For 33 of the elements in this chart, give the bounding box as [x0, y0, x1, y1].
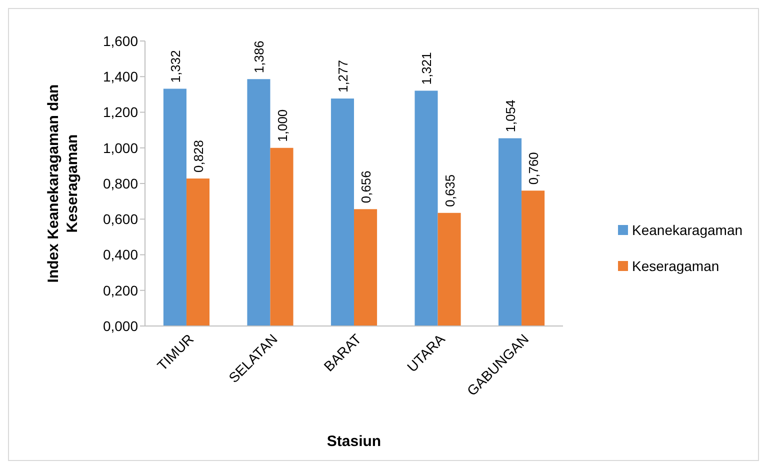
data-label: 1,277 — [335, 60, 350, 93]
legend-label: Keanekaragaman — [632, 222, 743, 238]
y-tick-label: 0,600 — [102, 211, 138, 228]
y-tick-label: 0,000 — [102, 318, 138, 334]
data-label: 1,000 — [274, 109, 290, 142]
data-label: 0,656 — [358, 170, 374, 204]
data-label: 0,760 — [526, 152, 542, 185]
y-tick-label: 0,400 — [102, 246, 138, 263]
bar — [163, 88, 186, 326]
x-axis-title: Stasiun — [326, 433, 382, 450]
data-label: 1,386 — [252, 40, 267, 74]
data-label: 1,321 — [419, 52, 434, 85]
bar — [247, 79, 270, 326]
y-tick-label: 1,600 — [102, 32, 138, 49]
data-label: 0,828 — [190, 140, 206, 173]
y-tick-label: 0,200 — [102, 282, 138, 298]
bar — [270, 148, 294, 326]
y-axis-title: Index Keanekaragaman dan Keseragaman — [45, 84, 81, 283]
y-tick-label: 0,800 — [102, 175, 138, 192]
y-tick-label: 1,400 — [102, 68, 138, 85]
bar — [522, 190, 545, 326]
legend-label: Keseragaman — [632, 258, 720, 274]
bar — [354, 209, 378, 326]
bar — [414, 90, 438, 326]
data-label: 1,332 — [168, 50, 183, 83]
bar — [186, 178, 210, 326]
bar — [438, 212, 461, 326]
data-label: 1,054 — [503, 100, 518, 132]
bar — [330, 98, 354, 326]
data-label: 0,635 — [442, 174, 458, 207]
y-tick-label: 1,000 — [102, 140, 138, 156]
y-tick-label: 1,200 — [102, 104, 138, 120]
bar — [498, 138, 522, 326]
